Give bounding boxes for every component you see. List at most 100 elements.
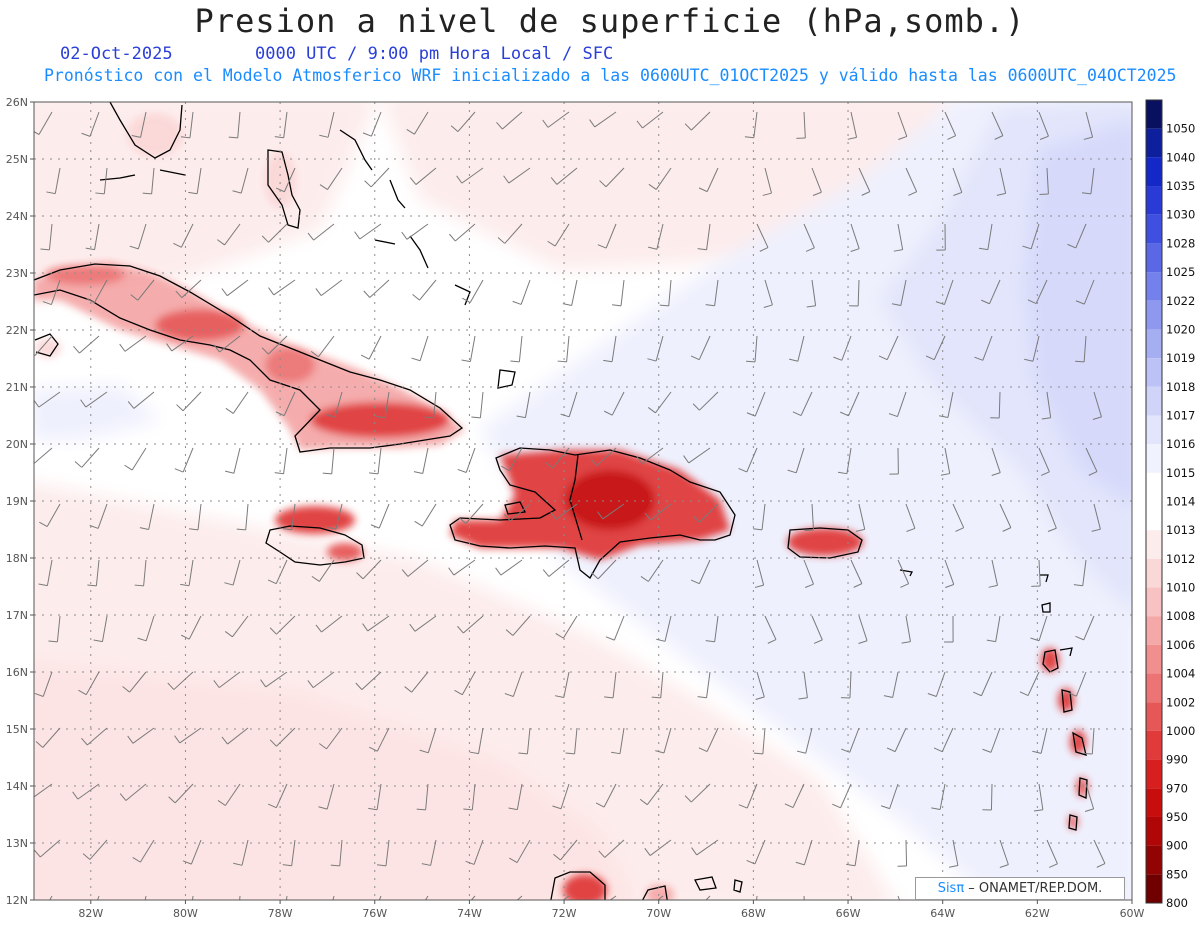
colorbar-label: 1028	[1166, 236, 1195, 250]
wind-barb	[465, 839, 484, 865]
colorbar-swatch	[1146, 300, 1162, 330]
wind-barb	[471, 391, 484, 419]
wind-barb	[550, 167, 578, 185]
wind-barb	[974, 335, 993, 361]
wind-barb	[119, 335, 147, 352]
wind-barb	[470, 895, 476, 900]
wind-barb	[595, 783, 617, 808]
wind-barb	[213, 671, 241, 689]
wind-barb	[683, 447, 711, 464]
wind-barb	[858, 167, 871, 196]
colorbar-label: 1020	[1166, 322, 1195, 336]
wind-barb	[612, 279, 625, 307]
colorbar-label: 1014	[1166, 495, 1195, 509]
wind-barb	[508, 783, 523, 811]
wind-barb	[1033, 783, 1044, 812]
wind-barb	[34, 447, 53, 465]
colorbar-swatch	[1146, 329, 1162, 359]
desirade-coast	[1059, 647, 1073, 657]
colorbar-swatch	[1146, 702, 1162, 731]
wind-barb	[457, 447, 476, 473]
colorbar-label: 970	[1166, 781, 1188, 795]
wind-barb	[690, 335, 711, 361]
forecast-date: 02-Oct-2025	[60, 44, 173, 64]
wind-barb	[972, 671, 993, 697]
wind-barb	[878, 335, 899, 361]
wind-barb	[698, 167, 719, 193]
lat-label: 20N	[6, 438, 28, 451]
wind-barb	[307, 223, 335, 241]
wind-barb	[175, 279, 202, 299]
wind-barb	[905, 167, 918, 196]
wind-barb	[939, 391, 954, 418]
wind-barb	[692, 391, 719, 411]
wind-barb	[261, 335, 288, 355]
colorbar-swatch	[1146, 587, 1162, 617]
wind-barb	[981, 279, 1001, 305]
wind-barb	[753, 727, 766, 755]
colorbar-swatch	[1146, 472, 1162, 502]
wind-barb	[74, 447, 100, 468]
wind-barb	[221, 279, 249, 297]
wind-barb	[330, 839, 343, 867]
wind-barb	[889, 447, 899, 475]
wind-barb	[944, 615, 954, 643]
wind-barb	[360, 335, 382, 360]
colorbar-label: 1012	[1166, 552, 1195, 566]
wind-barb	[705, 615, 719, 643]
wind-barb	[354, 223, 382, 240]
wind-barb	[282, 503, 296, 531]
wind-barb	[542, 111, 570, 128]
puerto-rico-coast	[787, 527, 863, 559]
lon-label: 62W	[1025, 907, 1050, 920]
model-info: Pronóstico con el Modelo Atmosferico WRF…	[44, 66, 1177, 85]
lat-label: 13N	[6, 837, 28, 850]
colorbar-label: 1022	[1166, 294, 1195, 308]
wind-barb	[38, 559, 53, 587]
wind-barb	[1038, 111, 1049, 140]
wind-barb	[764, 615, 777, 644]
wind-barb	[127, 391, 155, 409]
wind-barb	[1093, 839, 1106, 868]
colorbar-label: 900	[1166, 839, 1188, 853]
hispaniola-coast	[449, 447, 736, 579]
wind-barb	[648, 223, 664, 250]
wind-barb	[982, 783, 993, 811]
wind-barb	[356, 559, 382, 580]
wind-barb	[806, 279, 817, 308]
wind-barb	[369, 727, 390, 752]
wind-barb	[840, 671, 852, 699]
wind-barb	[327, 503, 343, 530]
gonave-coast	[504, 501, 526, 515]
wind-barb	[690, 559, 711, 585]
wind-barb	[659, 279, 672, 307]
lon-label: 78W	[268, 907, 293, 920]
wind-barb	[42, 279, 61, 306]
dominica-coast	[1061, 689, 1073, 713]
wind-barb	[891, 279, 907, 306]
virgin-islands-coast	[899, 569, 913, 577]
wind-barb	[311, 559, 335, 582]
wind-barb	[597, 503, 625, 520]
wind-barb	[95, 167, 108, 195]
wind-barb	[1081, 167, 1095, 195]
wind-barb	[129, 223, 147, 250]
wind-barb	[738, 447, 758, 473]
wind-barb	[1046, 503, 1057, 532]
wind-barb	[414, 503, 437, 527]
wind-barb	[999, 839, 1009, 868]
long-island-coast	[374, 235, 429, 269]
isla-juventud-coast	[34, 333, 59, 357]
wind-barb	[705, 895, 711, 900]
wind-barb	[850, 223, 860, 252]
wind-barb	[597, 223, 617, 249]
wind-barb	[34, 111, 53, 135]
wind-barb	[905, 503, 916, 532]
south-america-coast	[550, 871, 606, 900]
plot-area	[34, 102, 1132, 900]
wind-barb	[225, 447, 241, 474]
wind-barb	[173, 223, 194, 248]
wind-barb	[796, 111, 806, 139]
wind-barb	[189, 503, 202, 531]
eleuthera-coast	[339, 129, 373, 171]
